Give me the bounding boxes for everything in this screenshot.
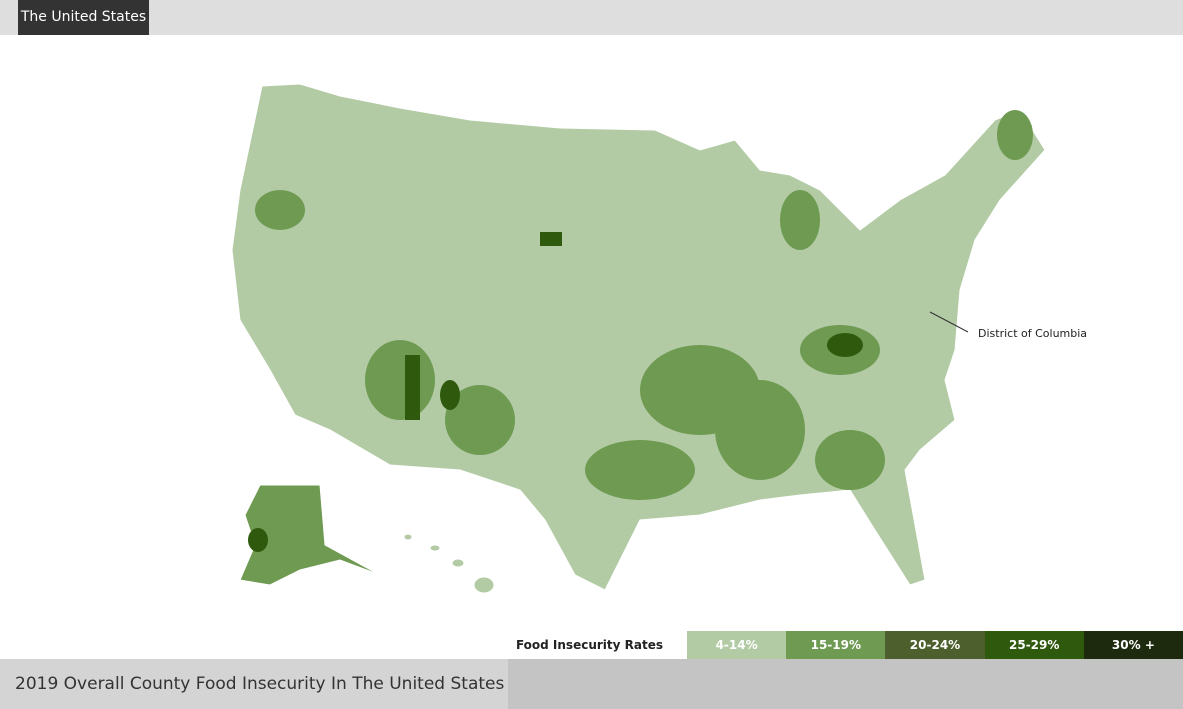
contiguous-us <box>231 83 1046 591</box>
hawaii <box>403 533 495 594</box>
legend-item: 20-24% <box>885 631 985 659</box>
legend-title: Food Insecurity Rates <box>515 638 663 652</box>
annotation: District of Columbia <box>978 327 1087 340</box>
high-rate-regions <box>255 110 1033 500</box>
top-bar: The United States <box>0 0 1183 35</box>
annotation-leader <box>929 311 969 333</box>
legend: 4-14% 15-19% 20-24% 25-29% 30% + <box>687 631 1183 659</box>
legend-item: 15-19% <box>786 631 886 659</box>
tab[interactable]: The United States <box>18 0 149 35</box>
legend-item: 4-14% <box>687 631 787 659</box>
footer: 2019 Overall County Food Insecurity In T… <box>0 659 1183 709</box>
legend-item: 25-29% <box>984 631 1084 659</box>
footer-title: 2019 Overall County Food Insecurity In T… <box>0 659 508 709</box>
highest-rate-regions <box>248 232 863 552</box>
legend-item: 30% + <box>1083 631 1183 659</box>
map: District of Columbia <box>231 83 1087 594</box>
